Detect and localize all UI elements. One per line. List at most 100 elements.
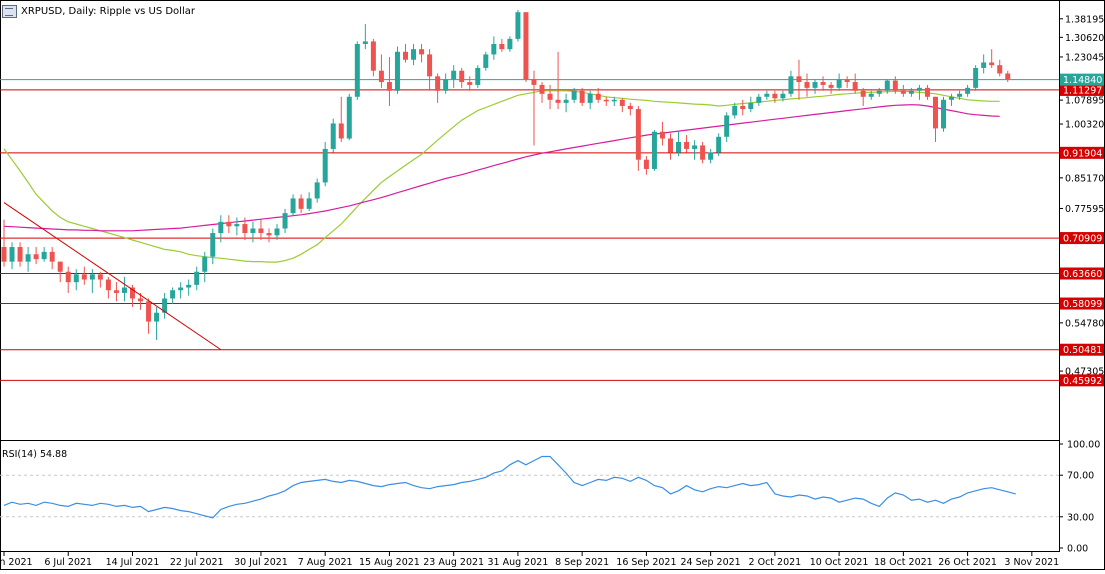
candle-body	[1005, 73, 1011, 80]
candle-body	[900, 90, 906, 94]
slow-moving-average	[3, 104, 1000, 232]
time-tick-label: 18 Oct 2021	[874, 557, 933, 568]
candle-body	[121, 287, 127, 293]
price-tick-label: 1.23045	[1065, 52, 1104, 63]
candle-body	[25, 254, 31, 262]
candle-body	[370, 41, 376, 71]
candle-body	[330, 123, 336, 149]
time-tick-label: 31 Aug 2021	[487, 557, 548, 568]
current-price-tag	[1060, 73, 1104, 86]
candle-body	[667, 138, 673, 153]
level-price-label: 0.45992	[1063, 376, 1102, 387]
candle-body	[57, 261, 63, 272]
candle-body	[515, 12, 521, 39]
price-tick-label: 0.47305	[1065, 367, 1104, 378]
rsi-title: RSI(14) 54.88	[2, 449, 67, 460]
candle-body	[258, 228, 264, 234]
candle-body	[274, 228, 280, 236]
candle-body	[386, 82, 392, 91]
candle-body	[651, 131, 657, 169]
candle-body	[643, 159, 649, 169]
candle-body	[89, 274, 95, 280]
candle-body	[684, 141, 690, 149]
level-price-label: 0.91904	[1063, 148, 1102, 159]
candle-body	[73, 274, 79, 283]
candle-body	[965, 87, 971, 94]
price-tick-label: 1.07895	[1065, 96, 1104, 107]
candle-body	[202, 256, 208, 272]
level-price-tag	[1060, 146, 1104, 159]
candle-body	[154, 312, 160, 322]
candle-body	[314, 182, 320, 199]
candle-body	[531, 79, 537, 85]
candle-body	[716, 136, 722, 153]
candle-body	[17, 247, 23, 262]
candle-body	[884, 80, 890, 91]
candle-body	[860, 90, 866, 97]
candle-body	[346, 96, 352, 139]
candle-body	[587, 93, 593, 103]
candle-body	[266, 233, 272, 236]
candle-body	[411, 49, 417, 60]
time-tick-label: 14 Jul 2021	[106, 557, 160, 568]
price-tick-label: 1.30620	[1065, 33, 1104, 44]
candle-body	[932, 96, 938, 129]
candle-body	[113, 290, 119, 293]
candle-body	[33, 254, 39, 260]
rsi-line	[3, 455, 1016, 519]
candle-body	[322, 148, 328, 183]
candle-body	[916, 87, 922, 91]
candle-body	[764, 93, 770, 97]
candle-body	[635, 109, 641, 160]
candle-body	[603, 99, 609, 102]
candle-body	[81, 274, 87, 280]
price-tick-label: 1.00320	[1065, 120, 1104, 131]
time-tick-label: 2 Oct 2021	[749, 557, 802, 568]
candle-body	[828, 84, 834, 88]
candle-body	[611, 99, 617, 102]
candle-body	[539, 84, 545, 94]
candle-body	[234, 224, 240, 227]
candle-body	[692, 145, 698, 149]
candle-body	[306, 198, 312, 209]
candle-body	[338, 123, 344, 139]
time-tick-label: 16 Sep 2021	[616, 557, 676, 568]
rsi-tick-label: 0.00	[1067, 544, 1088, 555]
candle-body	[924, 87, 930, 97]
candle-body	[563, 99, 569, 103]
candle-body	[740, 105, 746, 110]
candle-body	[772, 93, 778, 99]
candle-body	[9, 247, 15, 262]
candle-body	[362, 41, 368, 44]
downtrend-line	[3, 202, 222, 351]
level-price-label: 0.70909	[1063, 234, 1102, 245]
time-tick-label: 26 Oct 2021	[938, 557, 997, 568]
price-tick-label: 1.38195	[1065, 14, 1104, 25]
rsi-tick-label: 100.00	[1067, 440, 1100, 451]
time-tick-label: 8 Sep 2021	[555, 557, 609, 568]
candle-body	[571, 90, 577, 100]
candle-body	[555, 99, 561, 103]
candle-body	[129, 287, 135, 299]
level-price-label: 0.50481	[1063, 345, 1102, 356]
chart-window-icon	[2, 4, 17, 18]
candle-body	[820, 82, 826, 85]
candle-body	[804, 82, 810, 88]
level-price-tag	[1060, 297, 1104, 310]
candle-body	[443, 79, 449, 91]
time-tick-label: 28 Jun 2021	[0, 557, 33, 568]
candle-body	[467, 82, 473, 85]
candle-body	[973, 67, 979, 88]
candle-body	[788, 76, 794, 94]
candle-body	[298, 198, 304, 209]
candle-body	[595, 93, 601, 100]
candle-body	[194, 271, 200, 285]
time-tick-label: 30 Jul 2021	[234, 557, 288, 568]
candle-body	[491, 43, 497, 55]
candle-body	[459, 70, 465, 83]
candle-body	[619, 99, 625, 106]
candle-body	[475, 67, 481, 85]
candle-body	[876, 90, 882, 94]
